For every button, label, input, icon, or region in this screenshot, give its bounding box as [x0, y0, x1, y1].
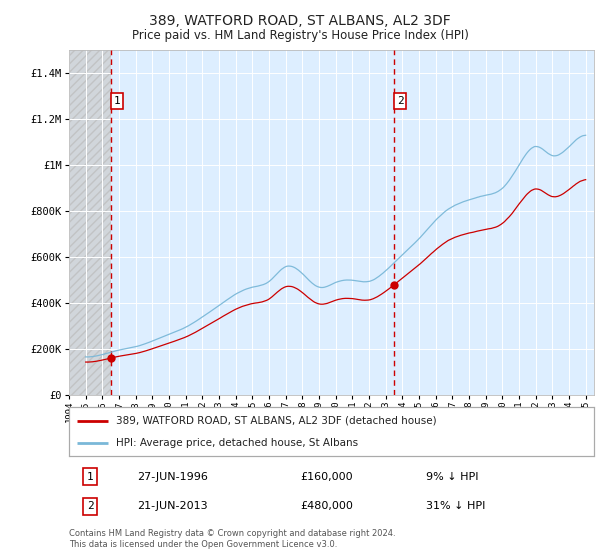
Text: 27-JUN-1996: 27-JUN-1996 — [137, 472, 208, 482]
Text: 2: 2 — [86, 501, 94, 511]
Text: £480,000: £480,000 — [300, 501, 353, 511]
Text: 9% ↓ HPI: 9% ↓ HPI — [426, 472, 479, 482]
Text: 2: 2 — [397, 96, 404, 106]
Text: HPI: Average price, detached house, St Albans: HPI: Average price, detached house, St A… — [116, 437, 358, 447]
Text: 389, WATFORD ROAD, ST ALBANS, AL2 3DF: 389, WATFORD ROAD, ST ALBANS, AL2 3DF — [149, 14, 451, 28]
Text: 1: 1 — [114, 96, 121, 106]
Text: 389, WATFORD ROAD, ST ALBANS, AL2 3DF (detached house): 389, WATFORD ROAD, ST ALBANS, AL2 3DF (d… — [116, 416, 437, 426]
Text: £160,000: £160,000 — [300, 472, 353, 482]
Text: Price paid vs. HM Land Registry's House Price Index (HPI): Price paid vs. HM Land Registry's House … — [131, 29, 469, 42]
Text: 21-JUN-2013: 21-JUN-2013 — [137, 501, 208, 511]
Text: 31% ↓ HPI: 31% ↓ HPI — [426, 501, 485, 511]
Text: 1: 1 — [86, 472, 94, 482]
Text: Contains HM Land Registry data © Crown copyright and database right 2024.
This d: Contains HM Land Registry data © Crown c… — [69, 529, 395, 549]
